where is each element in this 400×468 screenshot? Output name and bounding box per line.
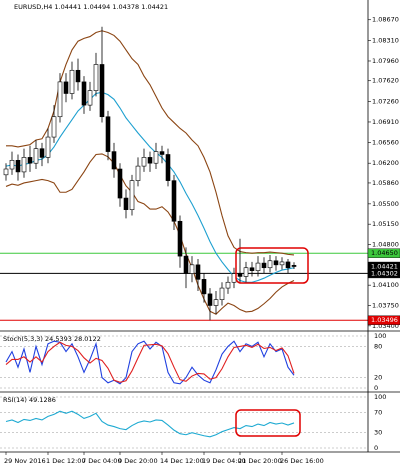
y-tick-label: 1.05150 (372, 220, 399, 228)
x-tick-label: 29 Nov 2016 (4, 457, 46, 465)
candle-body (105, 116, 111, 152)
y-tick-label: 1.03750 (372, 301, 399, 309)
candle-body (63, 81, 69, 94)
highlight-box (235, 409, 301, 437)
y-tick-label: 30 (374, 429, 382, 437)
candle-body (57, 81, 63, 118)
candle-body (225, 281, 231, 289)
x-tick-label: 7 Dec 04:00 (82, 457, 122, 465)
x-tick-label: 26 Dec 16:00 (280, 457, 324, 465)
candle-body (141, 157, 147, 167)
candle-body (21, 157, 27, 173)
y-tick-label: 0 (374, 384, 378, 392)
x-tick-label: 1 Dec 12:00 (46, 457, 86, 465)
y-tick-label: 1.06560 (372, 138, 399, 146)
y-tick-label: 1.06910 (372, 118, 399, 126)
candle-body (159, 151, 165, 155)
y-tick-label: 1.03400 (372, 322, 399, 330)
y-tick-label: 1.08670 (372, 16, 399, 24)
price-label: 1.03496 (371, 316, 398, 324)
x-tick-label: 19 Dec 04:00 (202, 457, 246, 465)
x-tick-label: 9 Dec 20:00 (118, 457, 158, 465)
candle-body (243, 267, 249, 277)
candle-body (189, 264, 195, 274)
candle-body (201, 279, 207, 295)
indicator-title: Stoch(5,3,3) 24.5393 28.0122 (3, 335, 101, 343)
candle-body (207, 293, 213, 306)
candle-body (129, 180, 135, 210)
candle-body (237, 273, 243, 277)
y-tick-label: 1.07960 (372, 57, 399, 65)
price-label-box (367, 248, 400, 258)
y-tick-label: 70 (374, 408, 382, 416)
candle-body (171, 180, 177, 222)
series-line (5, 153, 295, 315)
candle-body (39, 148, 45, 158)
candle-body (51, 116, 57, 138)
price-label-box (367, 315, 400, 325)
y-tick-label: 100 (374, 393, 386, 401)
candle-body (3, 168, 9, 176)
candle-body (261, 262, 267, 269)
x-tick-label: 14 Dec 12:00 (160, 457, 204, 465)
label-layer: EURUSD,H4 1.04441 1.04494 1.04378 1.0442… (3, 3, 400, 465)
y-tick-label: 1.05860 (372, 179, 399, 187)
y-tick-label: 1.05500 (372, 200, 399, 208)
y-tick-label: 1.07260 (372, 98, 399, 106)
x-tick-label: 21 Dec 20:00 (238, 457, 282, 465)
y-tick-label: 100 (374, 332, 386, 340)
highlight-box (235, 247, 309, 284)
candle-body (279, 261, 285, 266)
price-label-box (367, 268, 400, 279)
y-tick-label: 1.07620 (372, 77, 399, 85)
candle-body (27, 157, 33, 164)
candle-body (165, 154, 171, 181)
series-line (5, 340, 295, 385)
candle-body (93, 64, 99, 91)
candle-body (33, 148, 39, 164)
candle-body (147, 157, 153, 164)
y-tick-label: 20 (374, 374, 382, 382)
y-tick-label: 1.04100 (372, 281, 399, 289)
price-label: 1.04302 (371, 269, 398, 277)
y-tick-label: 0 (374, 444, 378, 452)
candle-body (291, 265, 297, 267)
candle-body (177, 220, 183, 257)
candle-body (195, 264, 201, 280)
price-label: 1.04650 (371, 249, 398, 257)
y-tick-label: 80 (374, 342, 382, 350)
candle-body (123, 197, 129, 210)
y-tick-label: 1.08310 (372, 37, 399, 45)
chart-title: EURUSD,H4 1.04441 1.04494 1.04378 1.0442… (14, 3, 168, 11)
candle-body (273, 260, 279, 266)
y-tick-label: 1.04800 (372, 241, 399, 249)
candle-body (135, 165, 141, 181)
candle-body (45, 136, 51, 158)
plot-layer (3, 26, 297, 438)
candle-body (75, 69, 81, 83)
candle-body (249, 267, 255, 271)
candle-body (87, 90, 93, 106)
series-line (5, 410, 295, 438)
y-tick-label: 1.06200 (372, 159, 399, 167)
candle-body (9, 159, 15, 170)
candle-body (69, 69, 75, 94)
candle-body (15, 159, 21, 173)
candle-body (183, 255, 189, 274)
candle-body (81, 81, 87, 106)
candle-body (213, 299, 219, 306)
candle-body (285, 261, 291, 269)
candle-body (111, 151, 117, 170)
candle-body (267, 260, 273, 269)
price-label: 1.04421 (371, 263, 398, 271)
indicator-title: RSI(14) 49.1286 (3, 396, 56, 404)
candle-body (219, 287, 225, 300)
candle-body (117, 168, 123, 199)
candle-body (255, 262, 261, 271)
candle-body (153, 151, 159, 164)
candle-body (99, 64, 105, 118)
series-line (5, 341, 295, 383)
